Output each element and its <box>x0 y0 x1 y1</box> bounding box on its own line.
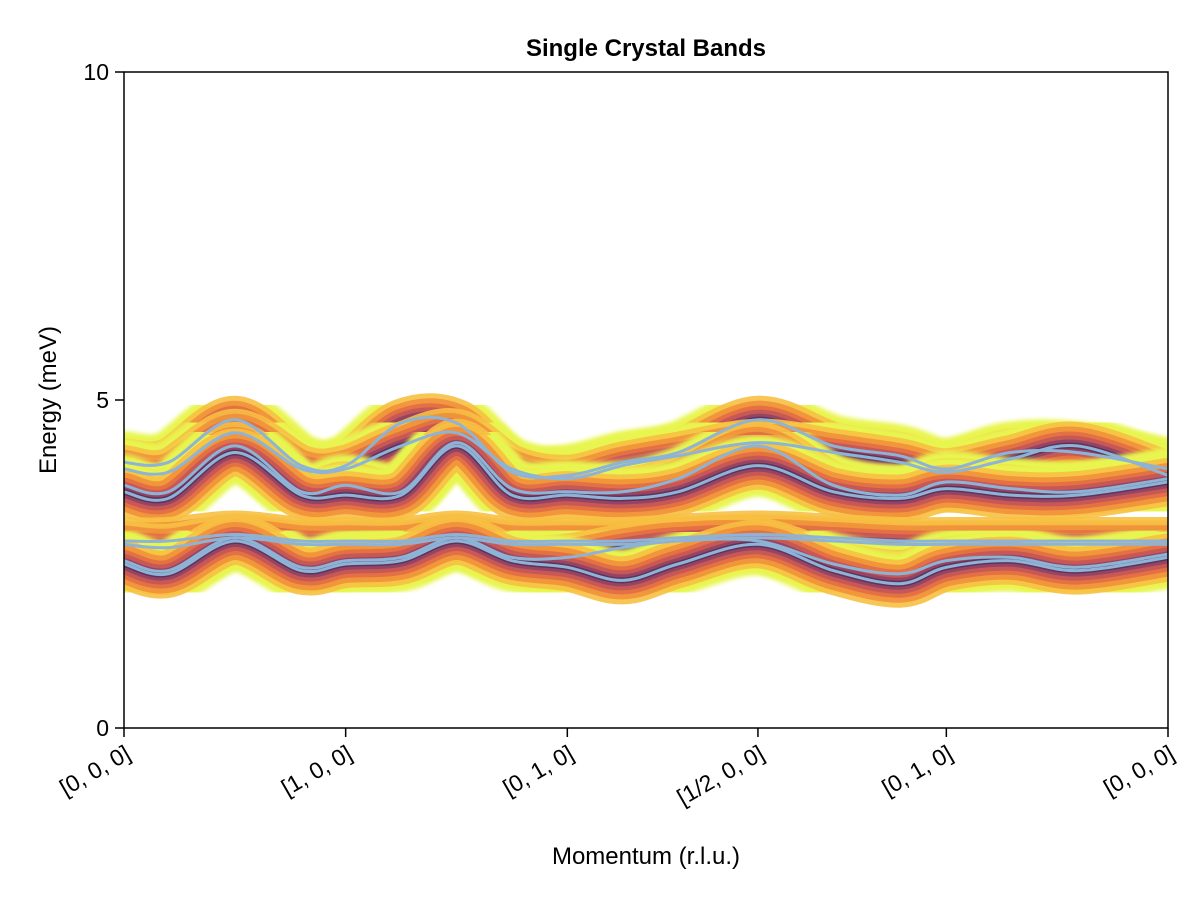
chart-title: Single Crystal Bands <box>526 35 766 62</box>
x-axis-label: Momentum (r.l.u.) <box>552 843 740 870</box>
band-line-7 <box>124 536 1168 576</box>
plot-background <box>124 72 1168 728</box>
y-tick-label: 5 <box>96 387 109 413</box>
y-axis-ticks: 0 5 10 <box>83 59 124 741</box>
band-lines <box>124 415 1168 586</box>
band-line-5 <box>124 533 1168 543</box>
x-tick-label: [0, 0, 0] <box>55 740 134 801</box>
x-tick-label: [0, 0, 0] <box>1099 740 1178 801</box>
x-axis-ticks: [0, 0, 0] [1, 0, 0] [0, 1, 0] [1/2, 0, 0] [0… <box>55 728 1179 810</box>
band-line-4 <box>124 444 1168 502</box>
band-line-8 <box>124 539 1168 586</box>
band-line-2 <box>124 430 1168 481</box>
band-line-3 <box>124 441 1168 497</box>
x-tick-label: [1, 0, 0] <box>277 740 356 801</box>
x-tick-label: [1/2, 0, 0] <box>672 740 768 810</box>
y-tick-label: 10 <box>83 59 109 85</box>
band-line-6 <box>124 536 1168 550</box>
y-tick-label: 0 <box>96 715 109 741</box>
x-tick-label: [0, 1, 0] <box>877 740 956 801</box>
band-line-1 <box>124 415 1168 480</box>
x-tick-label: [0, 1, 0] <box>498 740 577 801</box>
y-axis-label: Energy (meV) <box>35 326 62 474</box>
